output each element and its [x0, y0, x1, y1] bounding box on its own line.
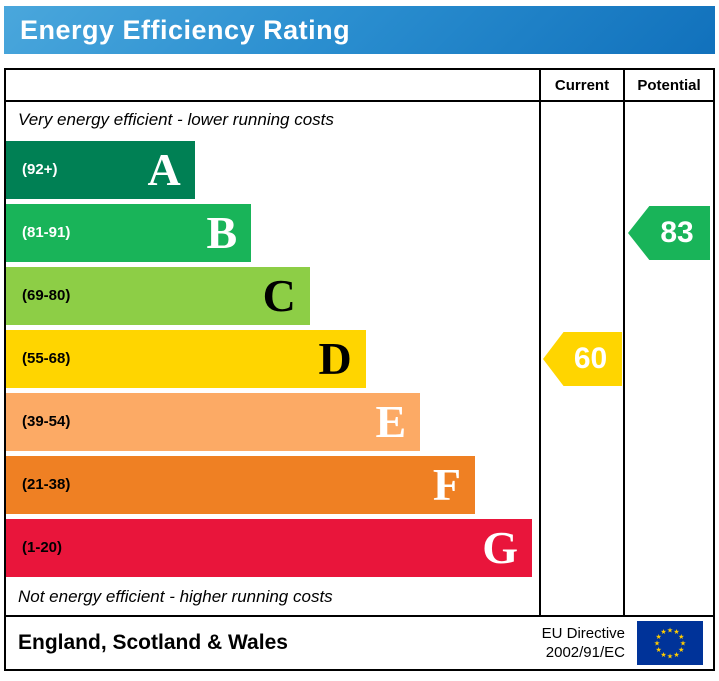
band-f-letter: F: [432, 458, 462, 510]
band-row-e: (39-54) E: [6, 390, 539, 453]
svg-text:★: ★: [678, 633, 684, 641]
band-row-g: (1-20) G: [6, 516, 539, 579]
svg-text:★: ★: [667, 653, 673, 661]
band-g-range: (1-20): [22, 539, 63, 556]
band-row-f: (21-38) F: [6, 453, 539, 516]
eu-directive-label: EU Directive 2002/91/EC: [542, 624, 625, 663]
chart-area: Very energy efficient - lower running co…: [6, 102, 713, 615]
svg-text:★: ★: [678, 646, 684, 654]
eu-flag-icon: ★ ★ ★ ★ ★ ★ ★ ★ ★ ★ ★ ★: [637, 621, 703, 665]
svg-text:★: ★: [656, 633, 662, 641]
band-row-b: (81-91) B: [6, 201, 539, 264]
svg-text:★: ★: [673, 628, 679, 636]
column-header-potential: Potential: [623, 70, 713, 100]
potential-rating-arrow: 83: [628, 206, 710, 260]
band-area: Very energy efficient - lower running co…: [6, 102, 539, 615]
potential-column: 83: [623, 102, 713, 615]
band-row-d: (55-68) D: [6, 327, 539, 390]
band-a-bar: (92+) A: [6, 140, 195, 199]
current-rating-value: 60: [573, 342, 608, 375]
band-c-letter: C: [262, 269, 296, 321]
band-d-range: (55-68): [22, 350, 71, 367]
epc-table: Current Potential Very energy efficient …: [4, 68, 715, 671]
svg-text:★: ★: [656, 646, 662, 654]
bottom-note: Not energy efficient - higher running co…: [18, 587, 333, 606]
column-header-current: Current: [539, 70, 623, 100]
potential-rating-value: 83: [660, 216, 694, 249]
region-label: England, Scotland & Wales: [18, 631, 288, 654]
band-d-letter: D: [318, 332, 352, 384]
band-d-bar: (55-68) D: [6, 329, 366, 388]
eu-directive-line2: 2002/91/EC: [545, 644, 625, 661]
footer: England, Scotland & Wales EU Directive 2…: [6, 615, 713, 669]
top-note: Very energy efficient - lower running co…: [18, 110, 334, 129]
current-column: 60: [539, 102, 623, 615]
band-f-range: (21-38): [22, 476, 71, 493]
svg-text:★: ★: [673, 651, 679, 659]
band-b-range: (81-91): [22, 224, 71, 241]
band-e-bar: (39-54) E: [6, 392, 421, 451]
band-c-range: (69-80): [22, 287, 71, 304]
svg-text:★: ★: [667, 627, 673, 635]
band-a-range: (92+): [22, 161, 58, 178]
current-rating-arrow: 60: [543, 332, 622, 386]
band-f-bar: (21-38) F: [6, 455, 476, 514]
band-a-letter: A: [147, 143, 181, 195]
page-title: Energy Efficiency Rating: [20, 14, 351, 45]
band-row-a: (92+) A: [6, 138, 539, 201]
epc-header: Energy Efficiency Rating: [4, 6, 715, 54]
band-e-letter: E: [375, 395, 407, 447]
svg-text:★: ★: [660, 651, 666, 659]
band-b-letter: B: [206, 206, 238, 258]
column-header-spacer: [6, 70, 539, 100]
column-headers: Current Potential: [6, 70, 713, 102]
band-g-bar: (1-20) G: [6, 518, 533, 577]
eu-directive-line1: EU Directive: [541, 624, 625, 642]
band-g-letter: G: [482, 521, 519, 573]
svg-text:★: ★: [680, 640, 686, 648]
svg-text:★: ★: [654, 640, 660, 648]
band-e-range: (39-54): [22, 413, 71, 430]
band-c-bar: (69-80) C: [6, 266, 310, 325]
svg-text:★: ★: [660, 628, 666, 636]
band-b-bar: (81-91) B: [6, 203, 252, 262]
band-row-c: (69-80) C: [6, 264, 539, 327]
